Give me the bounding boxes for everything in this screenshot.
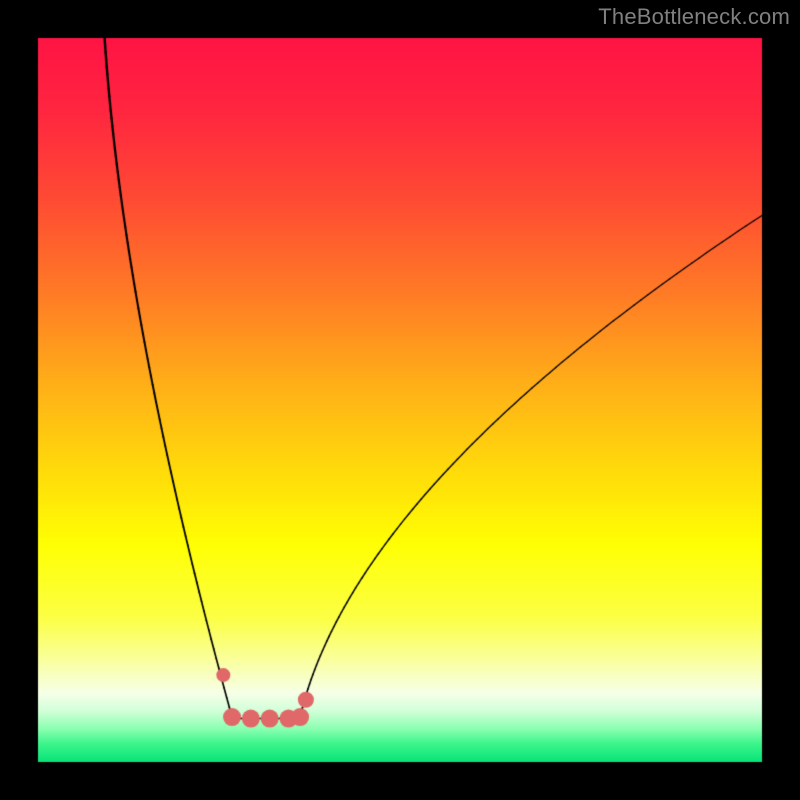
watermark-text: TheBottleneck.com bbox=[598, 4, 790, 30]
bottleneck-curve-chart bbox=[0, 0, 800, 800]
chart-container: TheBottleneck.com bbox=[0, 0, 800, 800]
